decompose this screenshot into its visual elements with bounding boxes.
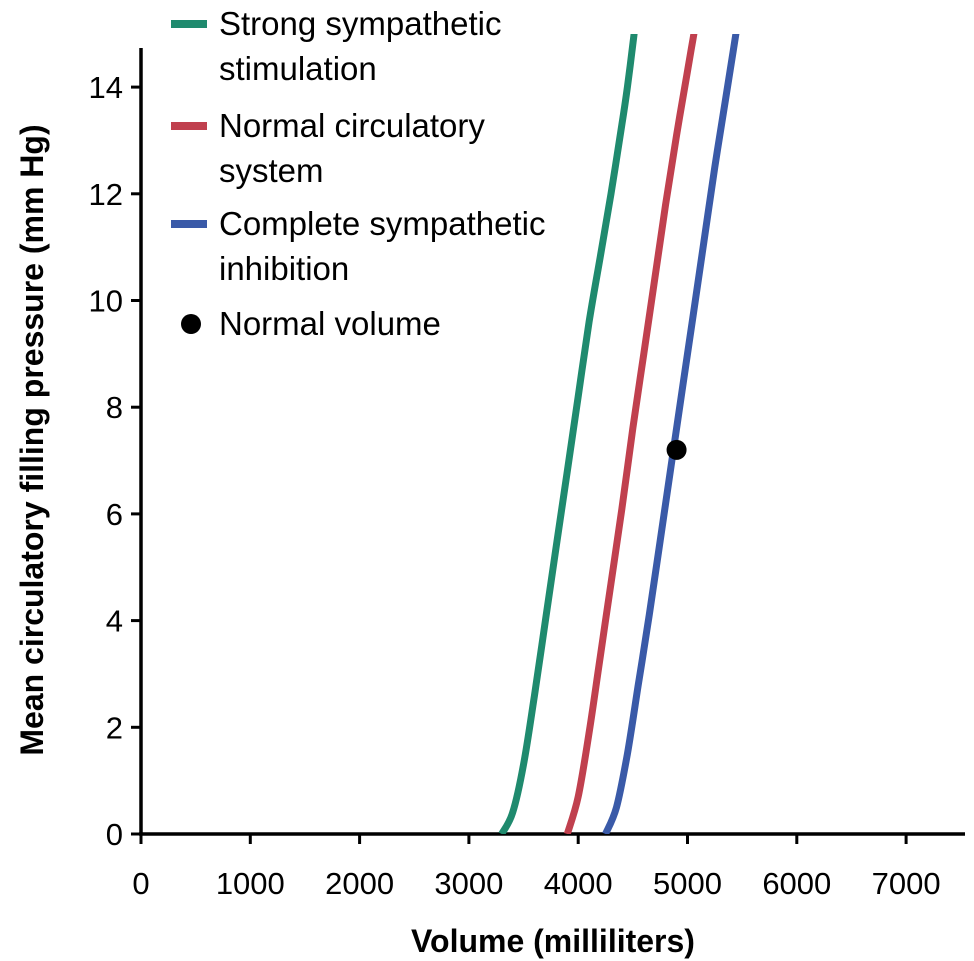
series-lines xyxy=(498,34,740,834)
x-tick-label-4: 4000 xyxy=(544,866,613,901)
legend-label-1-line-0: Normal circulatory xyxy=(219,107,485,144)
y-tick-label-5: 10 xyxy=(89,284,123,319)
y-tick-label-3: 6 xyxy=(106,497,123,532)
y-axis-ticks: 0 2 4 6 8 10 12 14 xyxy=(89,70,141,852)
y-tick-label-4: 8 xyxy=(106,390,123,425)
legend-label-1-line-1: system xyxy=(219,152,324,189)
x-tick-label-3: 3000 xyxy=(434,866,503,901)
series-line-2 xyxy=(602,34,740,834)
legend: Strong sympathetic stimulation Normal circ… xyxy=(171,5,545,342)
series-line-1 xyxy=(563,34,698,834)
legend-normal-volume-label: Normal volume xyxy=(219,305,441,342)
legend-label-0-line-0: Strong sympathetic xyxy=(219,5,501,42)
y-axis-title: Mean circulatory filling pressure (mm Hg… xyxy=(14,124,50,755)
y-tick-label-2: 4 xyxy=(106,604,123,639)
x-tick-label-2: 2000 xyxy=(325,866,394,901)
normal-volume-point xyxy=(666,439,687,460)
y-tick-label-1: 2 xyxy=(106,710,123,745)
annotation-markers xyxy=(666,439,687,460)
x-tick-label-5: 5000 xyxy=(653,866,722,901)
legend-label-2-line-1: inhibition xyxy=(219,250,349,287)
y-tick-label-7: 14 xyxy=(89,70,123,105)
x-tick-label-6: 6000 xyxy=(762,866,831,901)
x-axis-ticks: 0 1000 2000 3000 4000 5000 6000 7000 xyxy=(132,834,941,901)
legend-label-0-line-1: stimulation xyxy=(219,50,377,87)
legend-label-2-line-0: Complete sympathetic xyxy=(219,205,545,242)
x-axis-title: Volume (milliliters) xyxy=(411,923,695,959)
x-tick-label-1: 1000 xyxy=(216,866,285,901)
y-tick-label-6: 12 xyxy=(89,177,123,212)
legend-normal-volume-marker xyxy=(181,314,201,334)
series-line-0 xyxy=(498,34,638,834)
x-tick-label-7: 7000 xyxy=(872,866,941,901)
y-tick-label-0: 0 xyxy=(106,817,123,852)
x-tick-label-0: 0 xyxy=(132,866,149,901)
